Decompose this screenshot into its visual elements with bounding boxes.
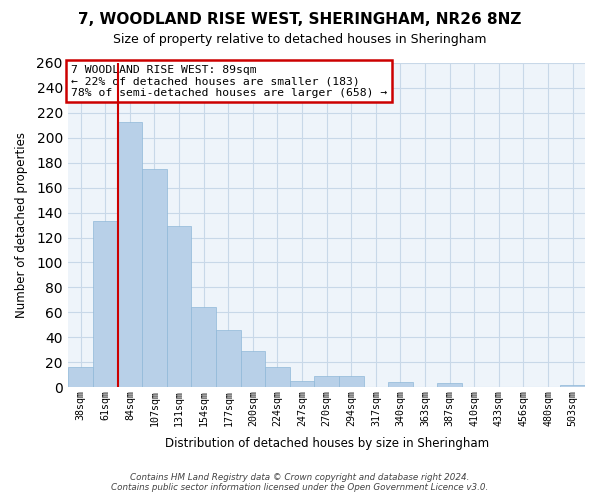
Bar: [191, 308, 216, 387]
Bar: [241, 351, 265, 387]
Bar: [388, 382, 413, 387]
X-axis label: Distribution of detached houses by size in Sheringham: Distribution of detached houses by size …: [164, 437, 489, 450]
Text: Size of property relative to detached houses in Sheringham: Size of property relative to detached ho…: [113, 32, 487, 46]
Text: 7, WOODLAND RISE WEST, SHERINGHAM, NR26 8NZ: 7, WOODLAND RISE WEST, SHERINGHAM, NR26 …: [79, 12, 521, 28]
Bar: [437, 384, 462, 387]
Bar: [118, 122, 142, 387]
Bar: [265, 367, 290, 387]
Bar: [167, 226, 191, 387]
Text: 7 WOODLAND RISE WEST: 89sqm
← 22% of detached houses are smaller (183)
78% of se: 7 WOODLAND RISE WEST: 89sqm ← 22% of det…: [71, 64, 387, 98]
Bar: [142, 169, 167, 387]
Bar: [339, 376, 364, 387]
Bar: [560, 384, 585, 387]
Y-axis label: Number of detached properties: Number of detached properties: [15, 132, 28, 318]
Bar: [290, 381, 314, 387]
Bar: [314, 376, 339, 387]
Text: Contains HM Land Registry data © Crown copyright and database right 2024.
Contai: Contains HM Land Registry data © Crown c…: [112, 473, 488, 492]
Bar: [93, 222, 118, 387]
Bar: [68, 367, 93, 387]
Bar: [216, 330, 241, 387]
